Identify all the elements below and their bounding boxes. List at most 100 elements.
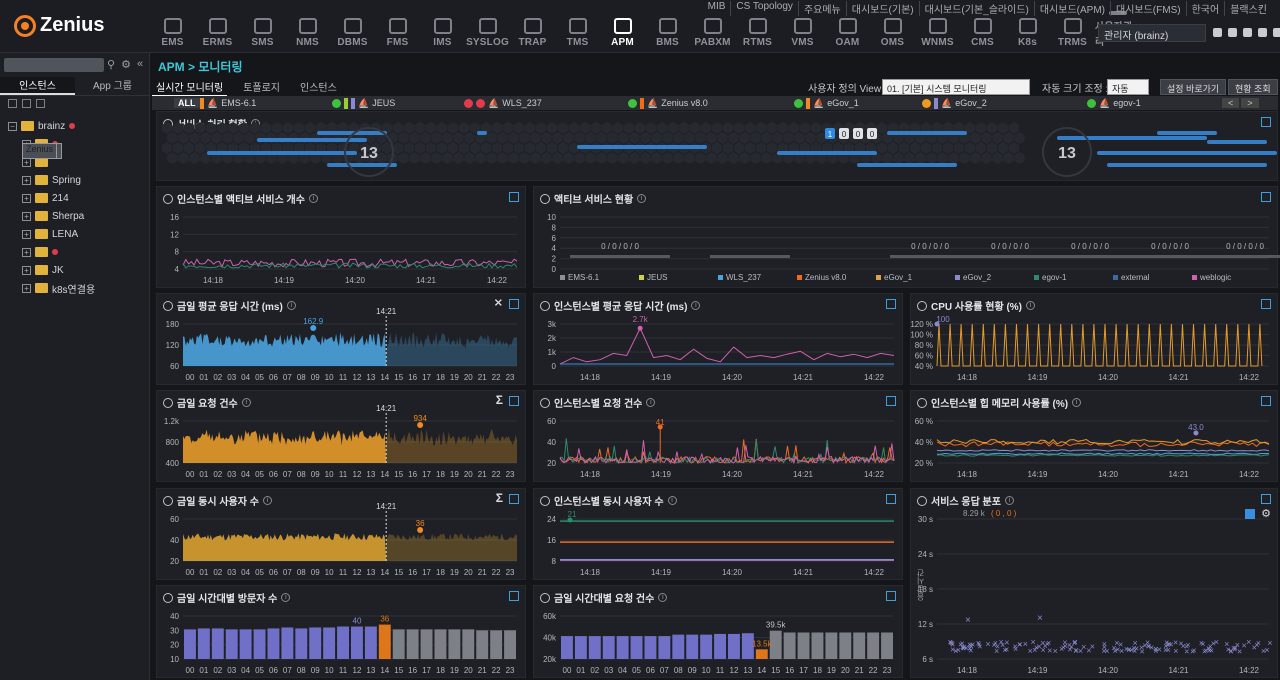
legend-item[interactable]: JEUS bbox=[639, 273, 667, 282]
expand-icon[interactable] bbox=[886, 396, 896, 406]
bell-icon[interactable] bbox=[1243, 28, 1252, 37]
expand-icon[interactable]: + bbox=[22, 193, 31, 203]
gear-icon[interactable]: ⚙ bbox=[1261, 508, 1271, 520]
expand-icon[interactable] bbox=[1261, 299, 1271, 309]
expand-icon[interactable] bbox=[1261, 117, 1271, 127]
info-icon[interactable]: i bbox=[667, 496, 677, 505]
info-icon[interactable]: i bbox=[286, 301, 296, 310]
tab-app-group[interactable]: App 그룹 bbox=[93, 81, 132, 92]
tree-root[interactable]: − brainz bbox=[8, 117, 148, 135]
top-link[interactable]: 한국어 bbox=[1185, 1, 1225, 16]
expand-all-icon[interactable] bbox=[8, 99, 17, 108]
collapse-icon[interactable]: − bbox=[8, 121, 17, 131]
tree-item[interactable]: + Sherpa bbox=[8, 207, 148, 225]
sum-icon[interactable]: Σ bbox=[495, 491, 503, 505]
module-bms[interactable]: BMS bbox=[645, 12, 690, 48]
module-cms[interactable]: CMS bbox=[960, 12, 1005, 48]
expand-icon[interactable] bbox=[509, 299, 519, 309]
instance-chip[interactable]: ⛵ eGov_2 bbox=[922, 97, 987, 109]
module-tms[interactable]: TMS bbox=[555, 12, 600, 48]
collapse-all-icon[interactable] bbox=[22, 99, 31, 108]
legend-item[interactable]: eGov_2 bbox=[955, 273, 991, 282]
info-icon[interactable]: i bbox=[1004, 496, 1014, 505]
tree-item[interactable]: + k8s연결용 bbox=[8, 279, 148, 297]
expand-icon[interactable] bbox=[509, 591, 519, 601]
sum-icon[interactable]: Σ bbox=[495, 393, 503, 407]
info-icon[interactable]: i bbox=[1026, 301, 1035, 310]
module-vms[interactable]: VMS bbox=[780, 12, 825, 48]
tree-item[interactable]: + Spring bbox=[8, 171, 148, 189]
info-icon[interactable]: i bbox=[646, 398, 656, 407]
legend-item[interactable]: EMS-6.1 bbox=[560, 273, 599, 282]
info-icon[interactable] bbox=[36, 99, 45, 108]
expand-icon[interactable] bbox=[886, 299, 896, 309]
tab-topology[interactable]: 토폴로지 bbox=[243, 83, 280, 94]
expand-icon[interactable]: + bbox=[22, 247, 31, 257]
user-icon[interactable] bbox=[1213, 28, 1222, 37]
module-rtms[interactable]: RTMS bbox=[735, 12, 780, 48]
module-oms[interactable]: OMS bbox=[870, 12, 915, 48]
expand-icon[interactable] bbox=[1261, 192, 1271, 202]
power-icon[interactable] bbox=[1273, 28, 1280, 37]
collapse-icon[interactable]: « bbox=[136, 58, 144, 70]
module-trap[interactable]: TRAP bbox=[510, 12, 555, 48]
expand-icon[interactable] bbox=[509, 396, 519, 406]
module-nms[interactable]: NMS bbox=[285, 12, 330, 48]
tree-item[interactable]: +214 bbox=[8, 189, 148, 207]
search-icon[interactable]: ⚲ bbox=[107, 59, 116, 71]
size-select[interactable]: 자동 bbox=[1107, 79, 1149, 95]
tree-item[interactable]: + Zenius bbox=[8, 143, 148, 261]
legend-item[interactable]: egov-1 bbox=[1034, 273, 1066, 282]
zenius-logo[interactable]: Zenius bbox=[14, 14, 104, 37]
expand-icon[interactable]: + bbox=[22, 229, 31, 239]
instance-chip[interactable]: ⛵ egov-1 bbox=[1087, 98, 1141, 109]
top-link[interactable]: 블랙스킨 bbox=[1224, 1, 1272, 16]
legend-item[interactable]: eGov_1 bbox=[876, 273, 912, 282]
expand-icon[interactable]: + bbox=[22, 265, 31, 275]
module-apm[interactable]: APM bbox=[600, 12, 645, 48]
info-icon[interactable]: i bbox=[637, 194, 647, 203]
settings-icon[interactable] bbox=[1258, 28, 1267, 37]
info-icon[interactable]: i bbox=[241, 398, 251, 407]
expand-icon[interactable] bbox=[509, 192, 519, 202]
tab-realtime[interactable]: 실시간 모니터링 bbox=[152, 78, 228, 97]
module-erms[interactable]: ERMS bbox=[195, 12, 240, 48]
legend-item[interactable]: external bbox=[1113, 273, 1149, 282]
legend-item[interactable]: Zenius v8.0 bbox=[797, 273, 846, 282]
module-fms[interactable]: FMS bbox=[375, 12, 420, 48]
info-icon[interactable]: i bbox=[1072, 398, 1082, 407]
instance-chip[interactable]: ⛵ JEUS bbox=[332, 97, 395, 109]
module-wnms[interactable]: WNMS bbox=[915, 12, 960, 48]
module-pabxm[interactable]: PABXM bbox=[690, 12, 735, 48]
expand-icon[interactable]: + bbox=[22, 283, 31, 293]
info-icon[interactable]: i bbox=[691, 301, 701, 310]
module-ims[interactable]: IMS bbox=[420, 12, 465, 48]
module-oam[interactable]: OAM bbox=[825, 12, 870, 48]
module-syslog[interactable]: SYSLOG bbox=[465, 12, 510, 48]
legend-item[interactable]: WLS_237 bbox=[718, 273, 761, 282]
instance-chip[interactable]: ⛵ WLS_237 bbox=[464, 98, 542, 109]
export-icon[interactable] bbox=[1245, 509, 1255, 519]
info-icon[interactable]: i bbox=[262, 496, 272, 505]
user-select[interactable]: 관리자 (brainz) bbox=[1098, 24, 1206, 42]
instance-chip[interactable]: ⛵ Zenius v8.0 bbox=[628, 97, 708, 109]
top-link[interactable]: 주요메뉴 bbox=[797, 1, 846, 16]
all-button[interactable]: ALL bbox=[174, 98, 200, 108]
filter-icon[interactable]: ⨯ bbox=[493, 297, 503, 309]
tree-item[interactable]: + JK bbox=[8, 261, 148, 279]
info-icon[interactable]: i bbox=[658, 593, 668, 602]
instance-chip[interactable]: ⛵ eGov_1 bbox=[794, 97, 859, 109]
expand-icon[interactable] bbox=[509, 494, 519, 504]
tree-item[interactable]: + LENA bbox=[8, 225, 148, 243]
top-link[interactable]: 대시보드(기본) bbox=[845, 1, 919, 16]
prev-icon[interactable]: < bbox=[1222, 98, 1240, 108]
gear-icon[interactable]: ⚙ bbox=[121, 59, 131, 71]
settings-shortcut-button[interactable]: 설정 바로가기 bbox=[1160, 79, 1227, 95]
tab-instances[interactable]: 인스턴스 bbox=[0, 77, 75, 95]
top-link[interactable]: 대시보드(APM) bbox=[1033, 1, 1110, 16]
expand-icon[interactable] bbox=[886, 494, 896, 504]
module-trms[interactable]: TRMS bbox=[1050, 12, 1095, 48]
status-query-button[interactable]: 현황 조회 bbox=[1228, 79, 1278, 95]
tab-instance[interactable]: 인스턴스 bbox=[300, 83, 337, 94]
expand-icon[interactable]: + bbox=[22, 175, 31, 185]
